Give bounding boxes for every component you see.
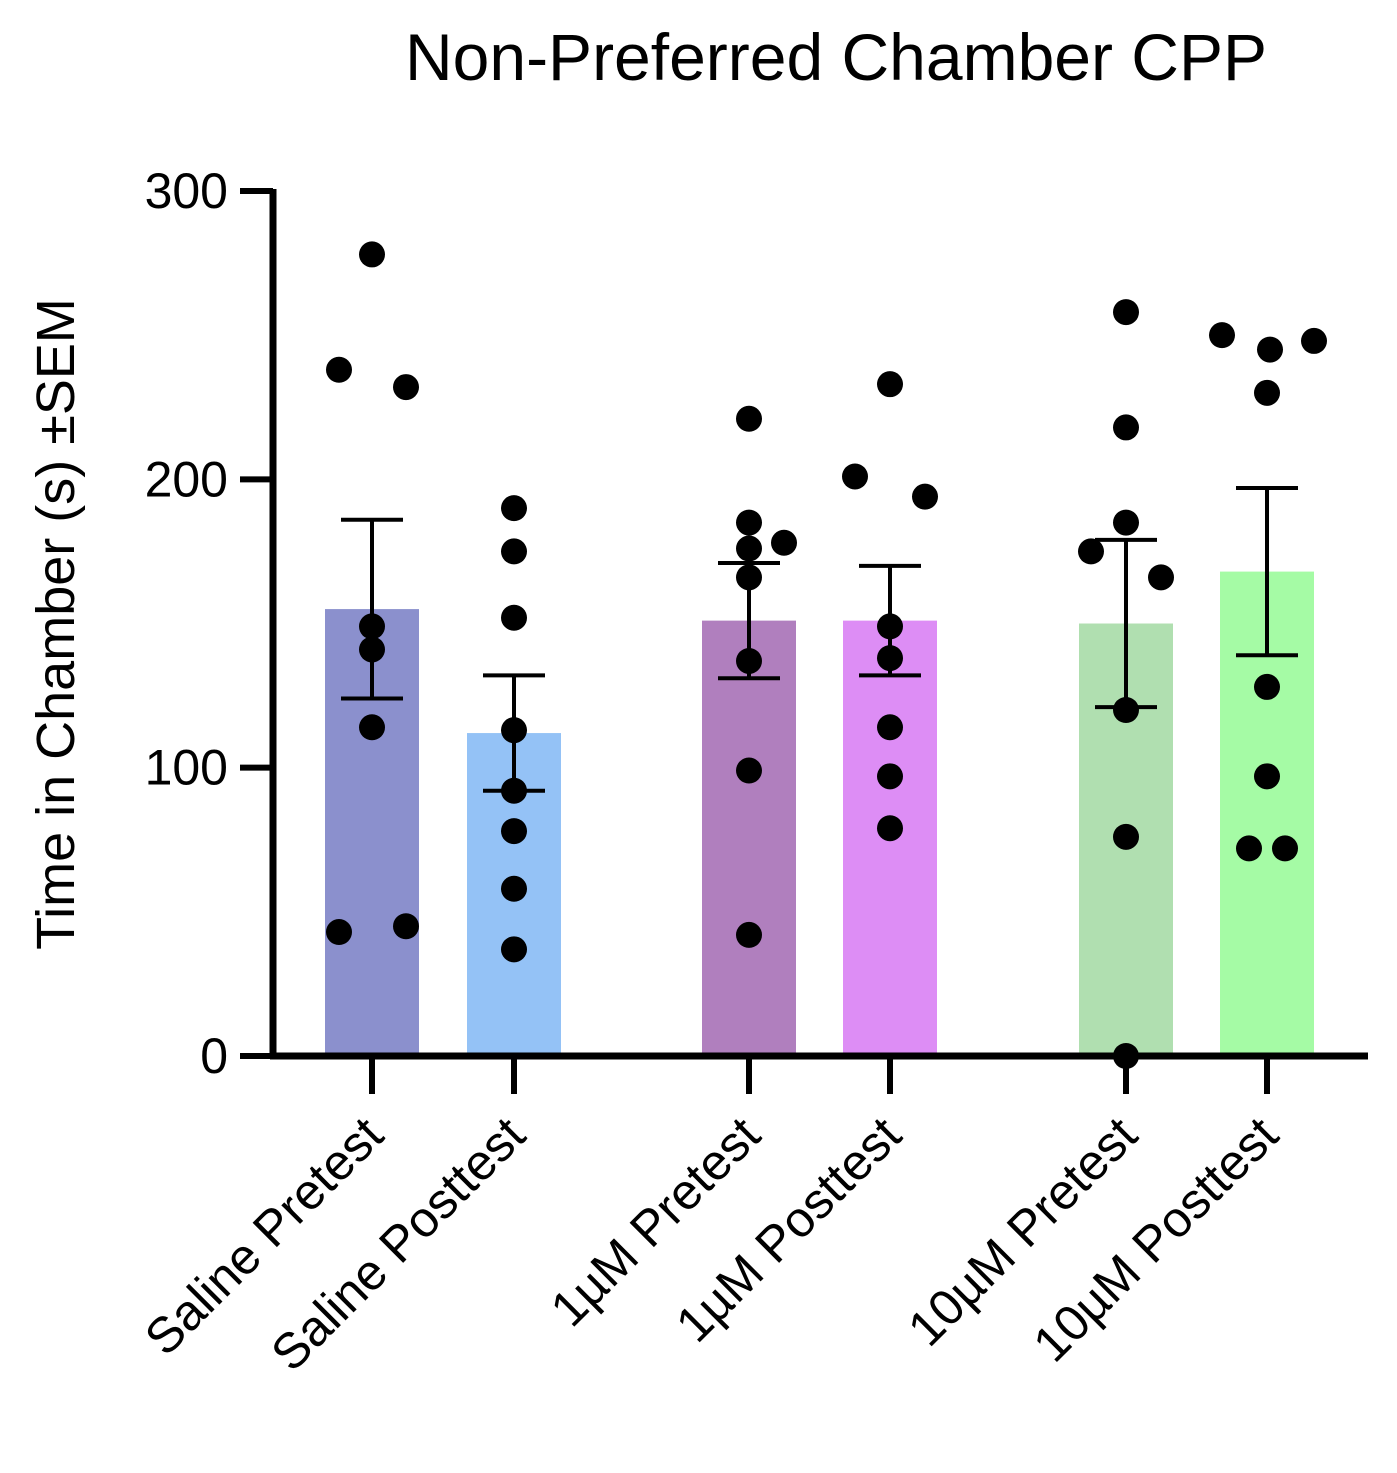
data-point-5-5 (1254, 763, 1280, 790)
data-point-3-3 (877, 613, 903, 640)
data-point-4-4 (1148, 564, 1174, 591)
data-point-3-0 (877, 371, 903, 398)
data-point-0-5 (359, 714, 385, 741)
data-points-layer (326, 241, 1327, 1069)
data-point-5-6 (1236, 835, 1262, 862)
data-point-0-4 (359, 636, 385, 663)
data-point-5-4 (1254, 673, 1280, 700)
data-point-1-7 (501, 936, 527, 963)
data-point-5-2 (1301, 327, 1327, 354)
axes-layer (269, 189, 1368, 1060)
data-point-3-4 (877, 645, 903, 672)
data-point-2-4 (736, 564, 762, 591)
data-point-2-0 (736, 405, 762, 432)
y-tick-label-2: 200 (145, 451, 228, 507)
data-point-1-1 (501, 538, 527, 565)
data-point-3-1 (842, 463, 868, 490)
data-point-3-5 (877, 714, 903, 741)
data-point-4-5 (1113, 697, 1139, 723)
y-axis-label: Time in Chamber (s) ±SEM (26, 298, 86, 950)
data-point-1-6 (501, 875, 527, 902)
data-point-0-2 (393, 374, 419, 401)
data-point-1-4 (501, 777, 527, 804)
data-point-2-3 (771, 529, 797, 556)
data-point-5-3 (1254, 379, 1280, 406)
data-point-0-7 (393, 913, 419, 940)
data-point-4-2 (1113, 509, 1139, 536)
data-point-4-3 (1078, 538, 1104, 565)
data-point-0-6 (326, 919, 352, 946)
x-tick-label-5: 10µM Posttest (1022, 1106, 1288, 1372)
y-tick-label-0: 0 (200, 1028, 228, 1084)
data-point-4-1 (1113, 414, 1139, 441)
ticks-layer (240, 188, 1270, 1094)
data-point-1-5 (501, 818, 527, 845)
bar-2 (702, 620, 796, 1056)
data-point-4-6 (1113, 823, 1139, 850)
data-point-3-6 (877, 763, 903, 790)
y-tick-label-1: 100 (145, 740, 228, 796)
data-point-2-1 (736, 509, 762, 536)
data-point-2-7 (736, 921, 762, 948)
data-point-5-7 (1272, 835, 1298, 862)
y-tick-label-3: 300 (145, 163, 228, 219)
data-point-5-0 (1209, 322, 1235, 349)
data-point-5-1 (1257, 336, 1283, 363)
data-point-2-6 (736, 757, 762, 784)
data-point-2-2 (736, 535, 762, 562)
x-tick-label-0: Saline Pretest (134, 1106, 394, 1366)
data-point-3-7 (877, 815, 903, 842)
data-point-2-5 (736, 647, 762, 674)
data-point-0-0 (359, 241, 385, 268)
data-point-1-2 (501, 604, 527, 631)
data-point-1-0 (501, 495, 527, 522)
data-point-1-3 (501, 717, 527, 744)
data-point-0-3 (359, 613, 385, 640)
data-point-0-1 (326, 356, 352, 383)
bars-layer (325, 571, 1314, 1056)
data-point-3-2 (912, 483, 938, 510)
chart-title: Non-Preferred Chamber CPP (405, 20, 1267, 94)
data-point-4-0 (1113, 299, 1139, 326)
x-tick-label-1: Saline Posttest (260, 1106, 536, 1382)
